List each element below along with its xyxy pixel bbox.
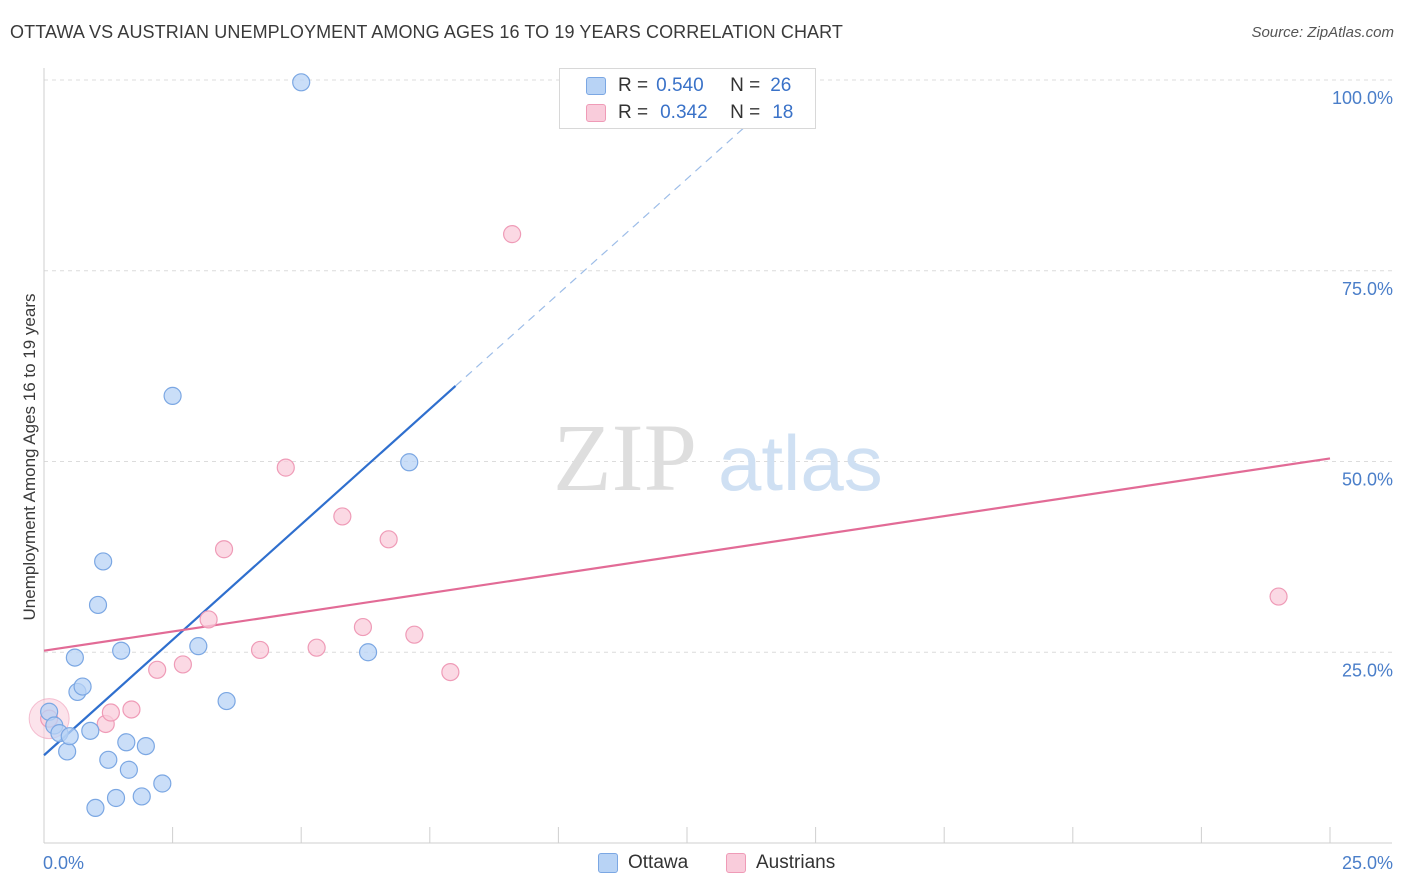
stats-legend: R = 0.540 N = 26 R = 0.342 N = 18 bbox=[559, 68, 816, 129]
ottawa-r-value: 0.540 bbox=[656, 75, 704, 96]
y-tick-label: 100.0% bbox=[1332, 88, 1393, 108]
legend-austrians-swatch bbox=[726, 853, 746, 873]
ottawa-point bbox=[400, 453, 419, 472]
ottawa-point bbox=[106, 788, 126, 808]
austrians-point bbox=[276, 458, 295, 477]
austrians-point bbox=[101, 703, 120, 722]
austrians-point bbox=[333, 507, 352, 526]
ottawa-point bbox=[58, 742, 77, 761]
legend-row-austrians: R = 0.342 N = 18 bbox=[586, 101, 793, 125]
austrians-point bbox=[148, 660, 167, 679]
ottawa-point bbox=[60, 727, 79, 746]
austrians-point bbox=[199, 610, 218, 629]
ottawa-point bbox=[117, 733, 136, 752]
austrians-point bbox=[379, 530, 398, 549]
y-tick-label: 25.0% bbox=[1342, 660, 1393, 680]
austrians-r-label: R = bbox=[618, 102, 649, 123]
austrians-point bbox=[214, 540, 234, 559]
ottawa-n-value: 26 bbox=[770, 75, 792, 96]
ottawa-point bbox=[99, 750, 118, 769]
trend-lines bbox=[43, 127, 1331, 757]
austrians-swatch bbox=[586, 104, 606, 122]
ottawa-point bbox=[73, 677, 92, 696]
legend-ottawa-swatch bbox=[598, 853, 618, 873]
austrians-point bbox=[307, 638, 326, 657]
ottawa-point bbox=[112, 641, 131, 660]
ottawa-r-label: R = bbox=[618, 75, 649, 96]
legend-item-austrians[interactable]: Austrians bbox=[726, 852, 835, 874]
legend-item-ottawa[interactable]: Ottawa bbox=[598, 852, 688, 874]
ottawa-point bbox=[292, 73, 311, 92]
source-label: Source: ZipAtlas.com bbox=[1251, 24, 1394, 41]
ottawa-point bbox=[119, 760, 138, 779]
austrians-n-value: 18 bbox=[772, 102, 794, 123]
watermark-atlas: atlas bbox=[718, 419, 883, 507]
austrians-point bbox=[250, 640, 270, 660]
austrians-trend-line bbox=[43, 457, 1331, 652]
ottawa-trend-extension bbox=[455, 127, 744, 387]
grid-lines bbox=[44, 79, 1392, 653]
y-tick-label: 75.0% bbox=[1342, 279, 1393, 299]
ottawa-point bbox=[153, 774, 172, 793]
ottawa-swatch bbox=[586, 77, 606, 95]
ottawa-point bbox=[136, 736, 155, 756]
austrians-r-value: 0.342 bbox=[660, 102, 708, 123]
x-tick-label-min: 0.0% bbox=[43, 853, 84, 873]
austrians-point bbox=[405, 625, 424, 644]
y-axis-label: Unemployment Among Ages 16 to 19 years bbox=[20, 294, 39, 621]
ottawa-point bbox=[217, 691, 236, 711]
legend-row-ottawa: R = 0.540 N = 26 bbox=[586, 74, 791, 98]
legend-ottawa-label: Ottawa bbox=[628, 852, 689, 873]
watermark: ZIP atlas bbox=[553, 404, 883, 511]
series-legend: Ottawa Austrians bbox=[0, 852, 1406, 878]
ottawa-point bbox=[65, 648, 84, 667]
ottawa-point bbox=[358, 643, 378, 662]
x-tick-label-max: 25.0% bbox=[1342, 853, 1393, 873]
ottawa-point bbox=[189, 637, 208, 656]
ottawa-point bbox=[132, 787, 151, 806]
austrians-point bbox=[122, 700, 141, 719]
austrians-point bbox=[353, 617, 373, 637]
ottawa-point bbox=[88, 595, 108, 615]
austrians-point bbox=[1269, 587, 1288, 606]
ottawa-trend-line bbox=[43, 385, 457, 757]
ottawa-point bbox=[86, 798, 105, 818]
chart-title: OTTAWA VS AUSTRIAN UNEMPLOYMENT AMONG AG… bbox=[10, 22, 844, 42]
ottawa-n-label: N = bbox=[730, 75, 761, 96]
legend-austrians-label: Austrians bbox=[756, 852, 836, 873]
tick-labels: 25.0% 50.0% 75.0% 100.0% 0.0% 25.0% bbox=[43, 88, 1393, 873]
austrians-n-label: N = bbox=[730, 102, 761, 123]
ottawa-point bbox=[81, 721, 100, 740]
austrians-point bbox=[173, 655, 192, 674]
data-points bbox=[28, 73, 1288, 818]
watermark-zip: ZIP bbox=[553, 404, 697, 511]
ottawa-point bbox=[163, 386, 182, 405]
austrians-point bbox=[441, 662, 460, 682]
ottawa-point bbox=[94, 552, 113, 571]
austrians-point bbox=[503, 225, 522, 244]
y-tick-label: 50.0% bbox=[1342, 470, 1393, 490]
